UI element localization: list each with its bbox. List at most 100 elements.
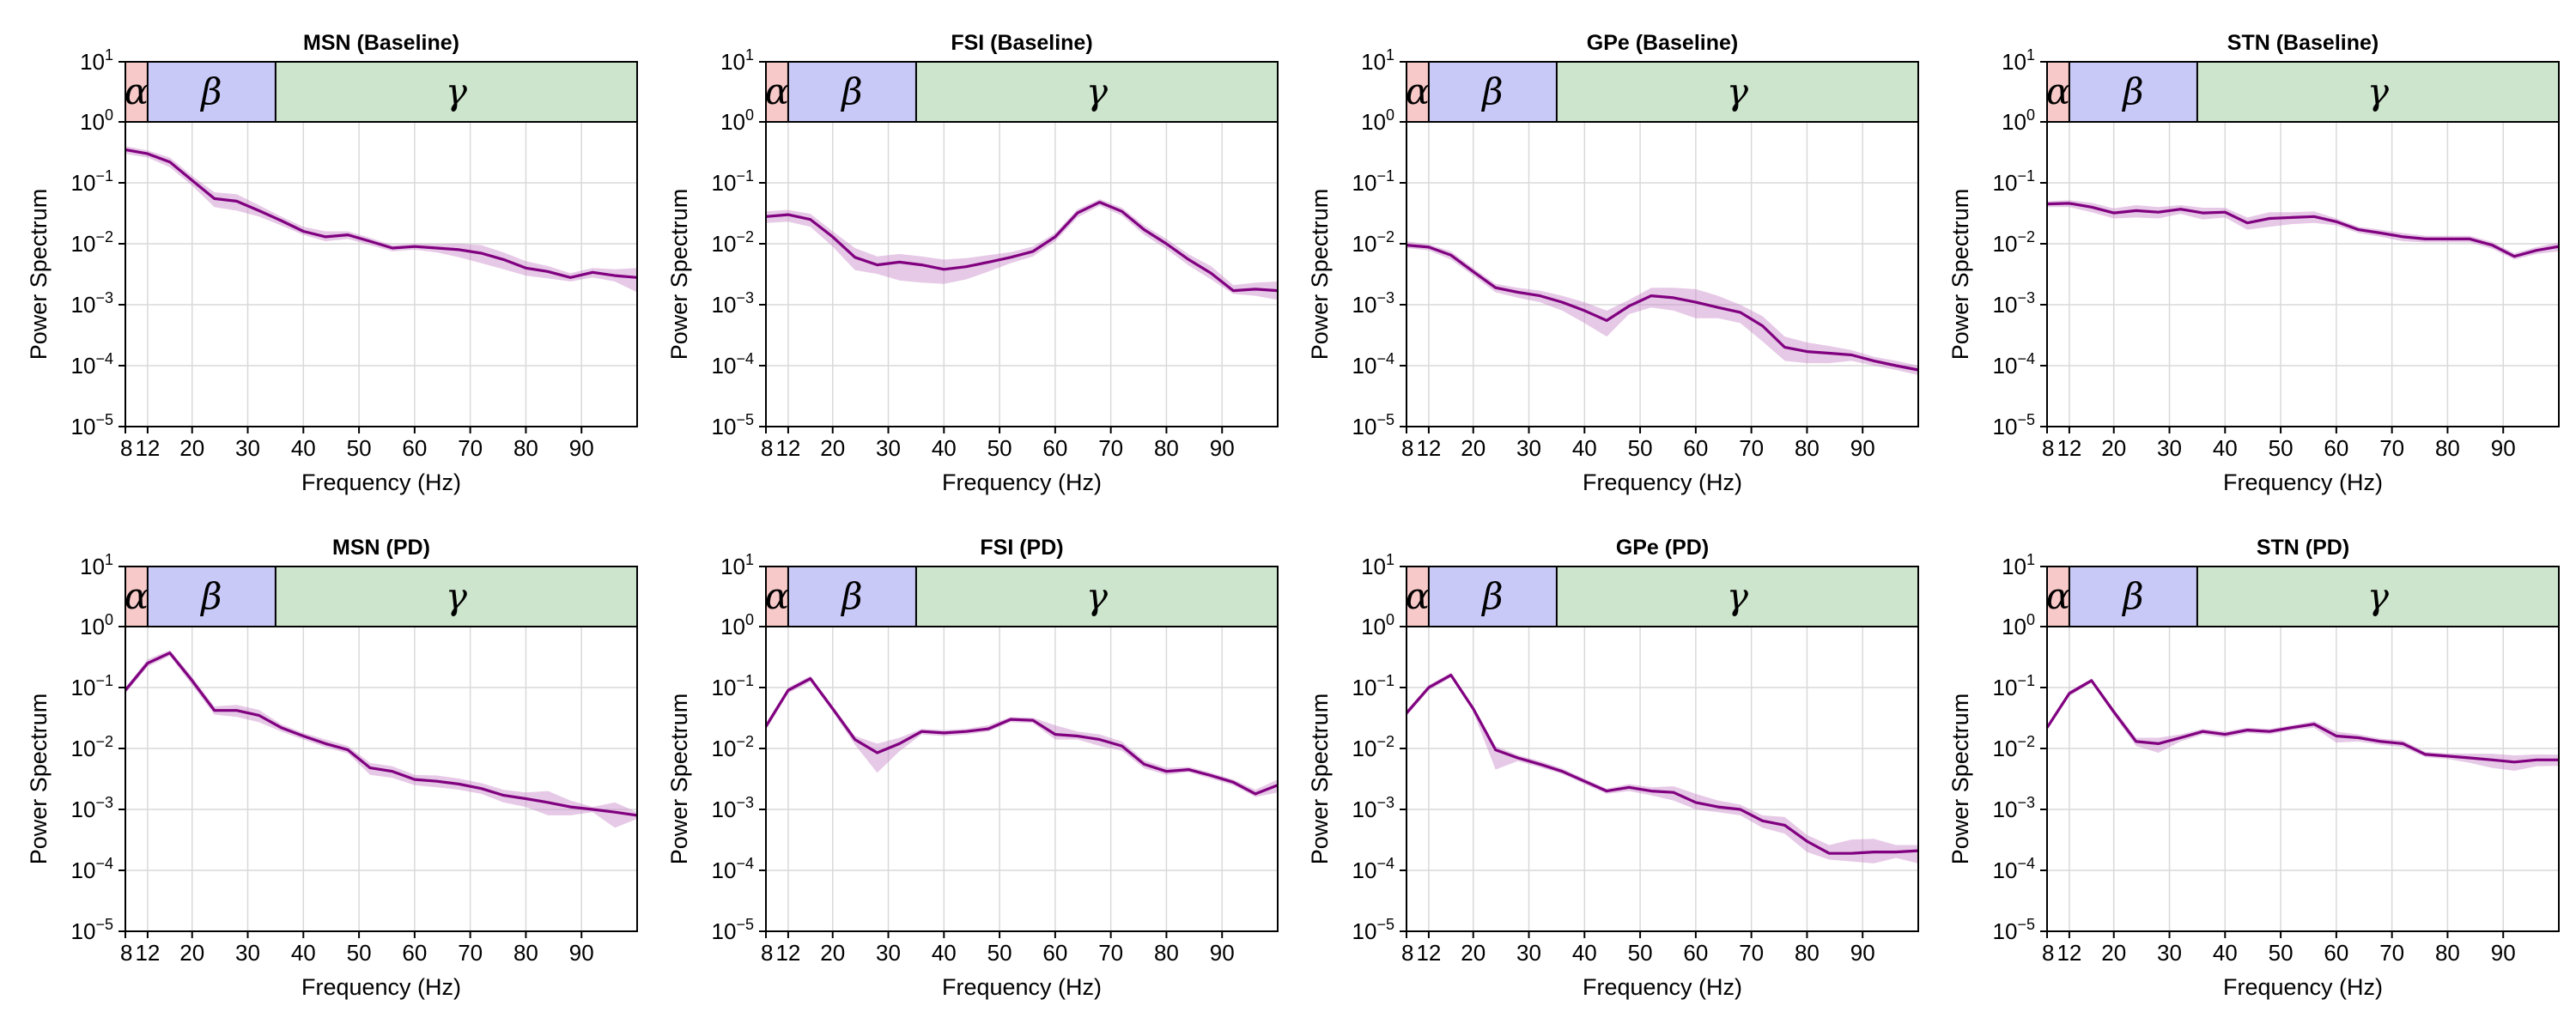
y-tick-label: 10−4 [1993, 350, 2035, 379]
y-axis-label: Power Spectrum [666, 189, 692, 360]
data-point [325, 742, 327, 745]
data-point [2312, 723, 2315, 725]
data-point [809, 677, 811, 680]
x-tick-label: 90 [569, 435, 594, 461]
y-tick-label: 10−1 [1993, 167, 2035, 196]
beta-band [1428, 62, 1557, 122]
x-tick-label: 80 [1795, 940, 1820, 966]
data-point [2446, 238, 2449, 240]
gamma-band [275, 62, 637, 122]
data-point [191, 179, 193, 182]
x-tick-label: 60 [2324, 435, 2348, 461]
data-point [1694, 801, 1697, 803]
y-tick-label: 10−5 [1352, 411, 1394, 439]
alpha-band [766, 566, 788, 627]
data-point [1076, 212, 1078, 215]
gamma-band [1556, 62, 1918, 122]
data-point [2402, 742, 2404, 745]
data-point [258, 209, 260, 212]
y-tick-label: 10−3 [71, 289, 113, 318]
beta-band [1428, 566, 1557, 627]
y-tick-label: 101 [720, 46, 754, 75]
alpha-band-label: α [1406, 575, 1430, 617]
x-tick-label: 90 [1210, 940, 1235, 966]
x-tick-label: 60 [1683, 940, 1708, 966]
data-point [1255, 792, 1257, 795]
y-tick-label: 100 [80, 611, 113, 639]
data-point [2135, 740, 2137, 742]
data-point [2291, 726, 2293, 729]
data-point [1472, 707, 1474, 710]
data-point [1583, 780, 1586, 783]
data-point [213, 197, 216, 200]
data-point [854, 738, 856, 741]
x-axis-label: Frequency (Hz) [1583, 470, 1742, 495]
data-point [920, 264, 923, 266]
data-point [369, 240, 372, 243]
x-axis-label: Frequency (Hz) [2223, 470, 2383, 495]
data-point [2269, 217, 2271, 220]
x-axis-label: Frequency (Hz) [301, 470, 461, 495]
data-point [1850, 354, 1853, 356]
y-tick-label: 10−5 [712, 411, 754, 439]
y-axis-label: Power Spectrum [26, 694, 52, 865]
x-tick-label: 8 [761, 940, 773, 966]
x-tick-label: 80 [1795, 435, 1820, 461]
gamma-band [915, 566, 1278, 627]
data-point [592, 809, 594, 811]
data-point [1650, 294, 1653, 297]
y-tick-label: 10−4 [1352, 350, 1394, 379]
alpha-band [125, 62, 148, 122]
alpha-band [1406, 566, 1429, 627]
x-tick-label: 12 [135, 940, 160, 966]
alpha-band [2047, 566, 2069, 627]
series-confidence-band [125, 146, 637, 293]
data-point [391, 770, 393, 772]
data-point [2224, 733, 2227, 736]
data-point [502, 258, 505, 261]
data-point [280, 220, 283, 222]
data-point [2402, 235, 2404, 238]
y-tick-label: 10−2 [71, 228, 113, 257]
alpha-band-label: α [765, 70, 789, 112]
data-point [876, 752, 878, 754]
data-point [1121, 745, 1123, 748]
axes-frame [125, 121, 638, 427]
panel-7: STN (PD) α β γ 101 100 10−5 10−4 10−3 10−2 10−1 8 12… [1947, 536, 2560, 1000]
data-point [2357, 736, 2360, 739]
data-point [413, 245, 416, 248]
data-point [168, 651, 171, 654]
beta-band [2069, 566, 2197, 627]
data-point [1672, 791, 1674, 794]
x-tick-label: 50 [347, 435, 372, 461]
x-tick-label: 50 [2269, 435, 2293, 461]
data-point [987, 261, 990, 264]
data-point [480, 251, 483, 254]
y-tick-label: 10−5 [1352, 916, 1394, 944]
x-tick-label: 20 [179, 435, 204, 461]
axes-frame [2046, 626, 2560, 932]
data-point [2513, 255, 2516, 258]
data-point [1165, 770, 1168, 772]
x-tick-label: 80 [2435, 435, 2460, 461]
data-point [1606, 319, 1608, 322]
data-point [146, 662, 149, 664]
data-point [435, 247, 438, 250]
data-point [1188, 258, 1190, 261]
y-tick-label: 10−2 [71, 733, 113, 761]
data-point [1076, 735, 1078, 737]
data-point [547, 270, 550, 273]
data-point [2090, 206, 2093, 209]
gamma-band-label: γ [446, 70, 468, 112]
data-point [1561, 770, 1564, 772]
data-point [547, 801, 550, 803]
x-tick-label: 90 [1850, 435, 1875, 461]
data-point [943, 268, 945, 270]
data-point [1143, 228, 1145, 231]
y-axis-label: Power Spectrum [666, 694, 692, 865]
data-point [2335, 221, 2337, 223]
series-confidence-band [766, 676, 1278, 797]
data-point [1494, 287, 1497, 289]
y-tick-label: 10−1 [1993, 672, 2035, 700]
axes-frame [765, 121, 1279, 427]
